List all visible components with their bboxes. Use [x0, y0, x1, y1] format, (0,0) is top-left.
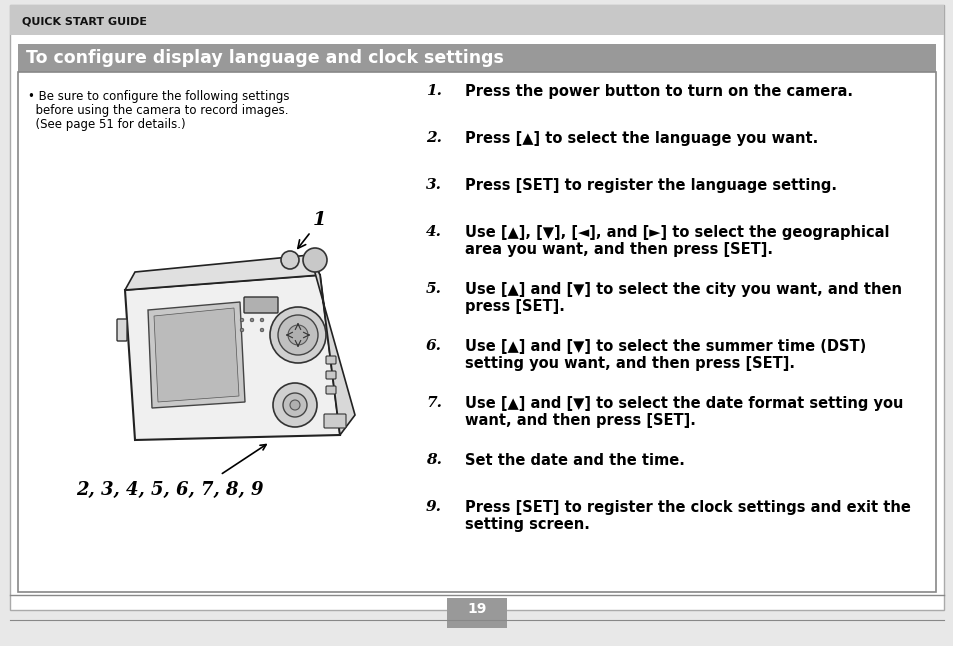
Text: 4.: 4.: [426, 225, 441, 239]
FancyBboxPatch shape: [326, 371, 335, 379]
Circle shape: [283, 393, 307, 417]
Circle shape: [260, 318, 264, 322]
FancyBboxPatch shape: [326, 386, 335, 394]
Circle shape: [303, 248, 327, 272]
Circle shape: [273, 383, 316, 427]
Text: Use [▲] and [▼] to select the city you want, and then
press [SET].: Use [▲] and [▼] to select the city you w…: [464, 282, 901, 315]
Polygon shape: [153, 308, 239, 402]
FancyBboxPatch shape: [447, 598, 506, 620]
Text: 5.: 5.: [426, 282, 441, 296]
Text: Use [▲] and [▼] to select the summer time (DST)
setting you want, and then press: Use [▲] and [▼] to select the summer tim…: [464, 339, 865, 371]
Polygon shape: [310, 255, 355, 435]
Text: 2, 3, 4, 5, 6, 7, 8, 9: 2, 3, 4, 5, 6, 7, 8, 9: [76, 481, 263, 499]
Polygon shape: [148, 302, 245, 408]
Circle shape: [250, 318, 253, 322]
FancyBboxPatch shape: [18, 44, 935, 72]
Text: Press the power button to turn on the camera.: Press the power button to turn on the ca…: [464, 84, 852, 99]
Text: 9.: 9.: [426, 500, 441, 514]
Text: (See page 51 for details.): (See page 51 for details.): [28, 118, 186, 131]
Text: QUICK START GUIDE: QUICK START GUIDE: [22, 17, 147, 27]
Polygon shape: [125, 275, 339, 440]
Circle shape: [281, 251, 298, 269]
Polygon shape: [125, 255, 319, 290]
Text: Press [SET] to register the clock settings and exit the
setting screen.: Press [SET] to register the clock settin…: [464, 500, 910, 532]
FancyBboxPatch shape: [244, 297, 277, 313]
Text: Use [▲], [▼], [◄], and [►] to select the geographical
area you want, and then pr: Use [▲], [▼], [◄], and [►] to select the…: [464, 225, 888, 257]
Circle shape: [260, 328, 264, 332]
Text: Set the date and the time.: Set the date and the time.: [464, 453, 684, 468]
Text: Press [▲] to select the language you want.: Press [▲] to select the language you wan…: [464, 131, 818, 146]
Circle shape: [240, 328, 244, 332]
Circle shape: [288, 325, 308, 345]
FancyBboxPatch shape: [447, 620, 506, 628]
FancyBboxPatch shape: [326, 356, 335, 364]
Text: 3.: 3.: [426, 178, 441, 192]
Circle shape: [290, 400, 299, 410]
Text: • Be sure to configure the following settings: • Be sure to configure the following set…: [28, 90, 289, 103]
FancyBboxPatch shape: [10, 5, 943, 35]
Text: Press [SET] to register the language setting.: Press [SET] to register the language set…: [464, 178, 836, 193]
Text: 8.: 8.: [426, 453, 441, 467]
Text: before using the camera to record images.: before using the camera to record images…: [28, 104, 288, 117]
Circle shape: [277, 315, 317, 355]
Text: Use [▲] and [▼] to select the date format setting you
want, and then press [SET]: Use [▲] and [▼] to select the date forma…: [464, 396, 902, 428]
Text: 19: 19: [467, 602, 486, 616]
FancyBboxPatch shape: [18, 72, 935, 592]
Circle shape: [240, 318, 244, 322]
Text: 7.: 7.: [426, 396, 441, 410]
FancyBboxPatch shape: [324, 414, 346, 428]
Text: 2.: 2.: [426, 131, 441, 145]
FancyBboxPatch shape: [10, 5, 943, 610]
Text: 6.: 6.: [426, 339, 441, 353]
Text: 1.: 1.: [426, 84, 441, 98]
FancyBboxPatch shape: [117, 319, 127, 341]
Circle shape: [270, 307, 326, 363]
Text: To configure display language and clock settings: To configure display language and clock …: [26, 49, 503, 67]
Text: 1: 1: [297, 211, 327, 248]
